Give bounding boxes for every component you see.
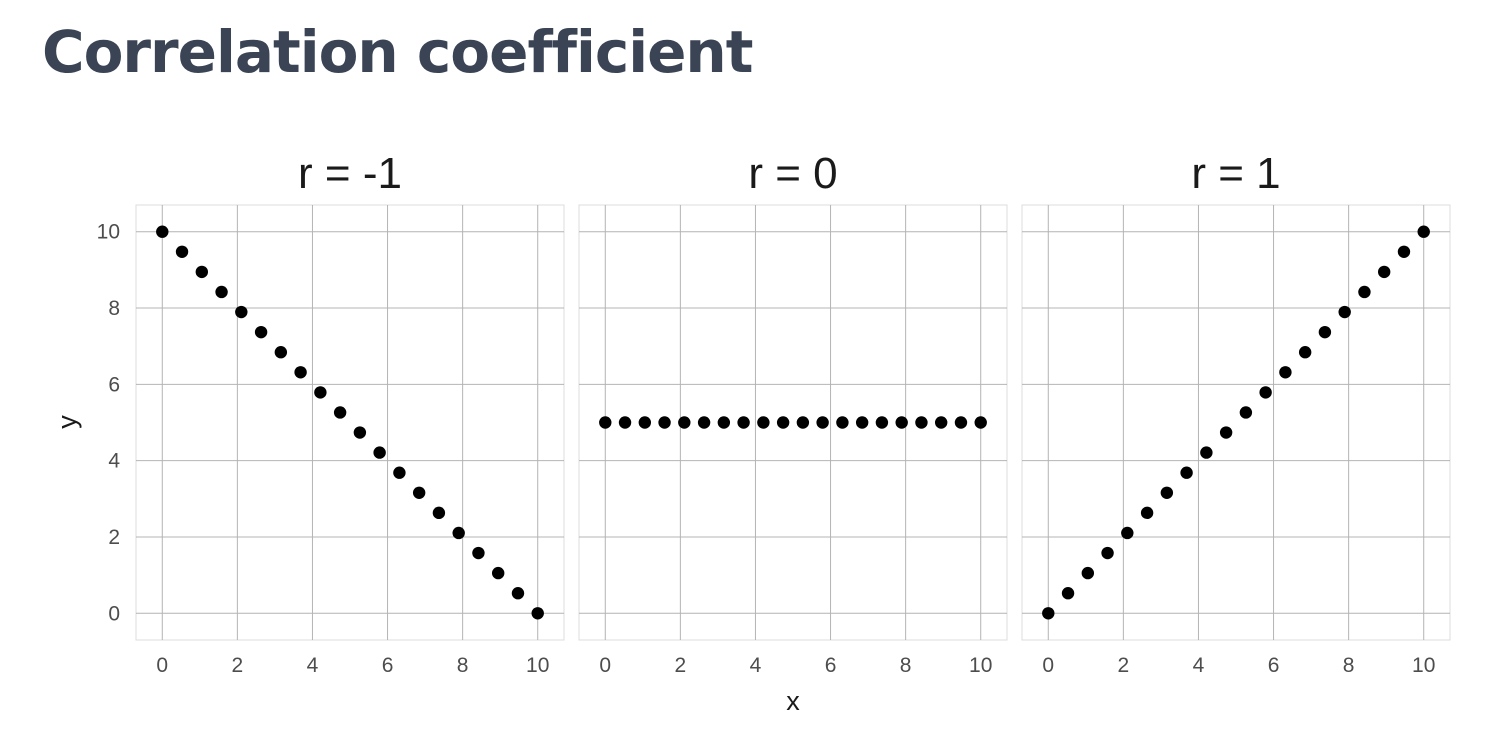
x-tick-label: 8 [457, 654, 469, 677]
data-point [1377, 265, 1391, 279]
data-point [658, 416, 671, 429]
data-point [511, 587, 525, 600]
data-point [697, 416, 711, 429]
x-tick-label: 6 [382, 654, 394, 677]
data-point [1140, 506, 1154, 520]
data-point [816, 416, 829, 429]
x-tick-label: 10 [969, 654, 992, 677]
data-point [599, 416, 612, 429]
panel-title: r = 1 [1191, 149, 1280, 198]
panel-3: r = 1 0 2 4 6 8 10 [1021, 149, 1451, 677]
data-point [1219, 426, 1233, 439]
data-point [314, 386, 327, 399]
data-point [1061, 587, 1075, 600]
data-point [855, 416, 869, 429]
x-tick-label: 10 [526, 654, 549, 677]
y-tick-label: 2 [108, 526, 120, 549]
data-point [472, 546, 485, 560]
data-point [618, 416, 632, 429]
x-tick-label: 4 [307, 654, 319, 677]
data-point [274, 346, 288, 359]
data-point [432, 506, 446, 520]
y-tick-label: 10 [97, 221, 120, 244]
data-point [1397, 245, 1411, 258]
chart-panels: r = -1 0 2 4 6 8 10 r = 0 0 2 4 6 8 10 r = 1 0 2 4 6 8 10 [135, 149, 1451, 677]
data-point [353, 426, 367, 439]
x-tick-label: 4 [1193, 654, 1205, 677]
panel-1: r = -1 0 2 4 6 8 10 [135, 149, 565, 677]
data-point [954, 416, 968, 429]
x-tick-label: 0 [599, 654, 611, 677]
data-point [974, 416, 987, 429]
data-point [875, 416, 889, 429]
x-tick-label: 8 [900, 654, 912, 677]
data-point [678, 416, 691, 429]
data-point [1042, 607, 1055, 620]
x-tick-label: 8 [1343, 654, 1355, 677]
data-point [934, 416, 948, 429]
x-tick-label: 2 [675, 654, 687, 677]
x-tick-label: 10 [1412, 654, 1435, 677]
panel-background [135, 204, 565, 641]
y-axis-ticks: 0 2 4 6 8 10 [97, 221, 121, 626]
data-point [1239, 406, 1253, 419]
data-point [412, 486, 426, 499]
y-tick-label: 8 [108, 297, 120, 320]
panel-2: r = 0 0 2 4 6 8 10 [578, 149, 1008, 677]
x-axis-label: x [786, 686, 800, 716]
data-point [215, 285, 228, 299]
y-axis-label: y [52, 415, 82, 429]
data-point [491, 566, 505, 580]
x-tick-label: 0 [156, 654, 168, 677]
x-tick-label: 4 [750, 654, 762, 677]
data-point [254, 325, 268, 339]
data-point [333, 406, 347, 419]
data-point [757, 416, 770, 429]
data-point [776, 416, 790, 429]
data-point [796, 416, 810, 429]
y-tick-label: 6 [108, 373, 120, 396]
data-point [393, 466, 406, 479]
data-point [1121, 526, 1134, 540]
x-tick-label: 6 [1268, 654, 1280, 677]
y-tick-label: 4 [108, 450, 120, 473]
data-point [638, 416, 652, 429]
data-point [717, 416, 731, 429]
data-point [195, 265, 209, 279]
data-point [1200, 446, 1213, 459]
data-point [836, 416, 849, 429]
data-point [1417, 225, 1430, 238]
data-point [373, 446, 386, 459]
data-point [531, 607, 544, 620]
data-point [1259, 386, 1272, 399]
data-point [915, 416, 928, 429]
panel-title: r = 0 [748, 149, 837, 198]
data-point [294, 366, 307, 379]
data-point [1081, 566, 1095, 580]
data-point [1279, 366, 1292, 379]
x-tick-label: 2 [1118, 654, 1130, 677]
data-point [1180, 466, 1193, 479]
slide-title: Correlation coefficient [42, 18, 753, 86]
data-point [895, 416, 908, 429]
data-point [175, 245, 189, 258]
x-tick-label: 2 [232, 654, 244, 677]
x-tick-label: 6 [825, 654, 837, 677]
data-point [452, 526, 465, 540]
data-point [1298, 346, 1312, 359]
x-tick-label: 0 [1042, 654, 1054, 677]
data-point [1318, 325, 1332, 339]
data-point [737, 416, 750, 429]
data-point [1160, 486, 1174, 499]
data-point [1338, 305, 1351, 319]
y-tick-label: 0 [108, 602, 120, 625]
panel-title: r = -1 [298, 149, 402, 198]
panel-background [1021, 204, 1451, 641]
data-point [235, 305, 248, 319]
data-point [156, 225, 169, 238]
data-point [1358, 285, 1371, 299]
data-point [1101, 546, 1114, 560]
